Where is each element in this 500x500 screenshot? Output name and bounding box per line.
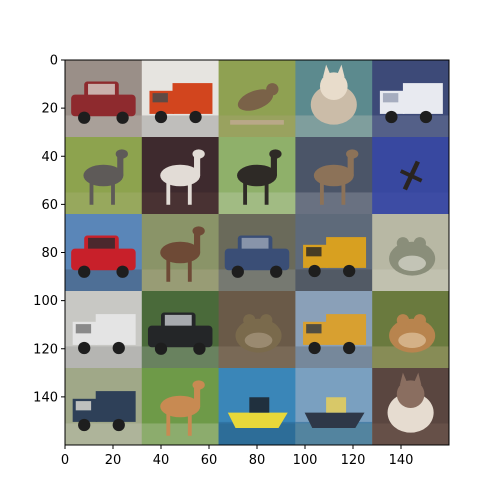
- y-tick-label: 60: [41, 198, 58, 213]
- y-tick-label: 120: [33, 342, 58, 357]
- image-tile: [218, 60, 296, 138]
- x-tick-label: 140: [389, 453, 414, 468]
- y-tick-label: 80: [41, 246, 58, 261]
- image-tile: [65, 368, 143, 445]
- image-tile: [295, 368, 373, 445]
- y-tick-label: 140: [33, 390, 58, 405]
- x-tick-label: 120: [341, 453, 366, 468]
- image-tile: [295, 137, 373, 215]
- image-tile: [141, 214, 220, 292]
- image-tile: [218, 368, 296, 445]
- y-tick-label: 20: [41, 102, 58, 117]
- image-tile: [372, 368, 449, 445]
- axes-frame: [64, 59, 450, 446]
- image-tile: [65, 60, 143, 138]
- image-tile: [141, 291, 220, 369]
- y-axis: 0 20 40 60 80 100 120 140: [33, 54, 65, 405]
- image-tile: [65, 291, 143, 369]
- image-tile: [295, 291, 373, 369]
- y-tick-label: 100: [33, 294, 58, 309]
- x-tick-label: 80: [249, 453, 266, 468]
- image-tile: [65, 214, 143, 292]
- x-tick-label: 0: [61, 453, 69, 468]
- plot-area: [65, 60, 449, 445]
- x-axis: 0 20 40 60 80 100 120 140: [61, 445, 414, 468]
- image-tile: [372, 60, 449, 138]
- image-tile: [295, 214, 373, 292]
- image-tile: [141, 60, 220, 138]
- x-tick-label: 100: [293, 453, 318, 468]
- image-tile: [218, 291, 296, 369]
- image-tile: [218, 214, 296, 292]
- image-tile: [372, 291, 449, 369]
- image-tile: [372, 214, 449, 292]
- image-tile: [65, 137, 143, 215]
- image-tile: [141, 368, 220, 445]
- y-tick-label: 0: [50, 54, 58, 69]
- image-tile: [295, 60, 373, 138]
- x-tick-label: 60: [201, 453, 218, 468]
- x-tick-label: 40: [153, 453, 170, 468]
- image-tile: [218, 137, 296, 215]
- x-tick-label: 20: [105, 453, 122, 468]
- image-tile: [372, 137, 449, 215]
- image-tile: [141, 137, 220, 215]
- y-tick-label: 40: [41, 150, 58, 165]
